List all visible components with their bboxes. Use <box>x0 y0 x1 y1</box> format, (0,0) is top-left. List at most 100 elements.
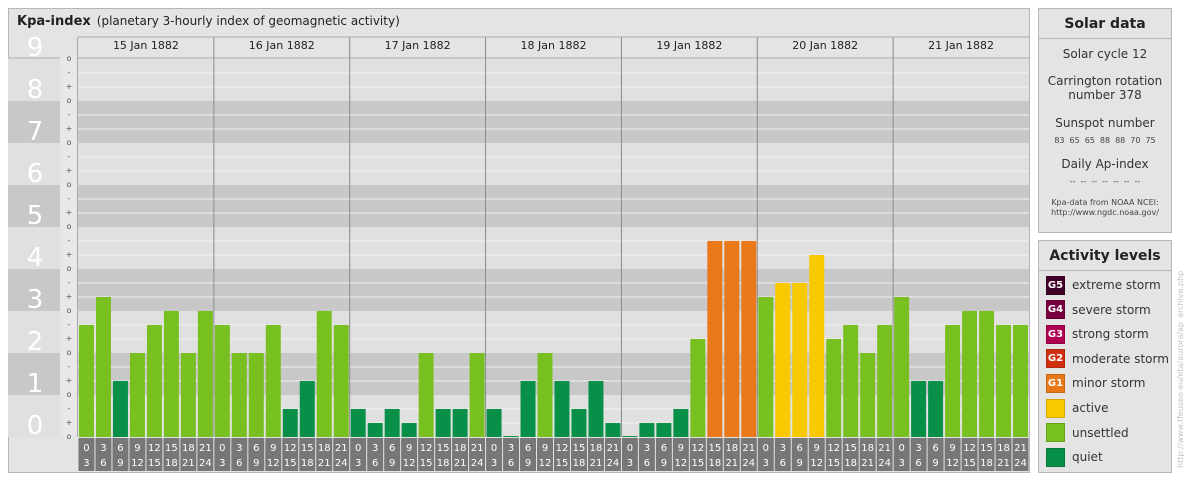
kpa-bar <box>163 311 179 437</box>
level-label: active <box>1072 401 1109 415</box>
interval-start-label: 3 <box>915 443 921 454</box>
day-header: 21 Jan 1882 <box>928 39 994 52</box>
axis-band <box>8 269 60 311</box>
interval-start-label: 6 <box>525 443 531 454</box>
interval-end-label: 15 <box>420 458 433 469</box>
ap-value: -- <box>1134 177 1141 186</box>
level-label: minor storm <box>1072 376 1146 391</box>
third-mark: - <box>68 362 71 371</box>
interval-box <box>384 438 401 471</box>
interval-end-label: 3 <box>219 458 225 469</box>
activity-level-item: unsettled <box>1046 423 1129 443</box>
level-band <box>78 311 1029 353</box>
interval-end-label: 21 <box>454 458 467 469</box>
interval-end-label: 15 <box>148 458 161 469</box>
y-tick-label: 0 <box>27 411 44 441</box>
watermark-url: http://www.tfeuseo-eu/eta/aurora/ap_arch… <box>1176 270 1184 468</box>
interval-end-label: 9 <box>525 458 531 469</box>
ap-value: -- <box>1112 177 1119 186</box>
interval-start-label: 0 <box>355 443 361 454</box>
interval-end-label: 6 <box>508 458 514 469</box>
interval-box <box>146 438 163 471</box>
interval-end-label: 12 <box>810 458 823 469</box>
interval-end-label: 12 <box>946 458 959 469</box>
interval-start-label: 15 <box>844 443 857 454</box>
solar-data-panel: Solar data Solar cycle 12 Carrington rot… <box>1038 8 1172 233</box>
interval-start-label: 12 <box>691 443 704 454</box>
third-mark: - <box>68 194 71 203</box>
third-mark: + <box>66 82 73 91</box>
interval-end-label: 24 <box>742 458 755 469</box>
third-mark: o <box>67 348 72 357</box>
kpa-bar <box>775 282 791 437</box>
interval-box <box>231 438 248 471</box>
axis-band <box>8 227 60 269</box>
interval-box <box>740 438 757 471</box>
interval-start-label: 6 <box>797 443 803 454</box>
level-band <box>78 101 1029 143</box>
third-mark: + <box>66 124 73 133</box>
interval-end-label: 12 <box>539 458 552 469</box>
kpa-bar <box>418 353 434 437</box>
interval-box <box>859 438 876 471</box>
interval-box <box>961 438 978 471</box>
level-band <box>78 143 1029 185</box>
kpa-bar <box>792 282 808 437</box>
interval-end-label: 3 <box>355 458 361 469</box>
interval-box <box>672 438 689 471</box>
level-color-swatch <box>1046 447 1065 467</box>
kpa-bar <box>826 339 842 437</box>
interval-box <box>316 438 333 471</box>
interval-end-label: 18 <box>573 458 586 469</box>
kpa-bar <box>707 240 723 437</box>
interval-start-label: 6 <box>117 443 123 454</box>
interval-box <box>825 438 842 471</box>
interval-start-label: 3 <box>644 443 650 454</box>
interval-end-label: 3 <box>763 458 769 469</box>
level-color-swatch: G2 <box>1046 349 1065 369</box>
source-note: Kpa-data from NOAA NCEI: http://www.ngdc… <box>1039 198 1171 218</box>
interval-box <box>910 438 927 471</box>
interval-start-label: 12 <box>827 443 840 454</box>
interval-box <box>418 438 435 471</box>
level-band <box>78 57 1029 59</box>
interval-end-label: 21 <box>997 458 1010 469</box>
source-line-1: Kpa-data from NOAA NCEI: <box>1051 198 1159 207</box>
solar-cycle: Solar cycle 12 <box>1062 47 1148 61</box>
interval-start-label: 0 <box>491 443 497 454</box>
y-tick-label: 7 <box>27 117 44 147</box>
activity-level-item: G3 strong storm <box>1046 324 1149 344</box>
kpa-bar <box>996 324 1012 437</box>
kpa-bar <box>571 408 587 437</box>
interval-start-label: 15 <box>165 443 178 454</box>
interval-start-label: 18 <box>861 443 874 454</box>
level-color-swatch: G3 <box>1046 324 1065 344</box>
interval-end-label: 9 <box>389 458 395 469</box>
level-band <box>78 185 1029 227</box>
level-band <box>78 227 1029 269</box>
third-mark: - <box>68 110 71 119</box>
interval-end-label: 18 <box>980 458 993 469</box>
interval-box <box>723 438 740 471</box>
interval-box <box>112 438 129 471</box>
interval-end-label: 15 <box>827 458 840 469</box>
third-mark: + <box>66 418 73 427</box>
interval-box <box>503 438 520 471</box>
interval-box <box>129 438 146 471</box>
interval-box <box>180 438 197 471</box>
level-label: unsettled <box>1072 425 1129 440</box>
sunspot-value: 88 <box>1099 136 1111 145</box>
interval-start-label: 6 <box>253 443 259 454</box>
axis-band <box>8 57 60 59</box>
level-color-swatch: G5 <box>1046 275 1065 295</box>
interval-end-label: 24 <box>878 458 891 469</box>
interval-box <box>350 438 367 471</box>
third-mark: - <box>68 404 71 413</box>
kpa-bar <box>79 324 94 437</box>
interval-end-label: 6 <box>236 458 242 469</box>
interval-box <box>299 438 316 471</box>
kpa-bar <box>928 381 944 437</box>
interval-start-label: 15 <box>980 443 993 454</box>
third-mark: o <box>67 432 72 441</box>
interval-start-label: 12 <box>420 443 433 454</box>
